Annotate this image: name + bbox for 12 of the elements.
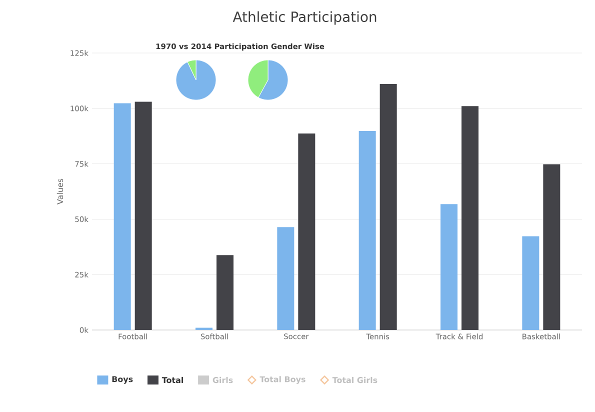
bar — [522, 236, 540, 330]
bar — [298, 133, 316, 330]
chart-title: Athletic Participation — [232, 11, 376, 25]
bar — [380, 84, 397, 330]
bar — [358, 131, 376, 330]
bar — [216, 255, 234, 330]
bar — [134, 102, 152, 330]
bar — [440, 204, 458, 330]
bar — [462, 106, 479, 330]
bar — [114, 103, 131, 330]
bar — [277, 227, 294, 330]
bar — [543, 164, 560, 330]
